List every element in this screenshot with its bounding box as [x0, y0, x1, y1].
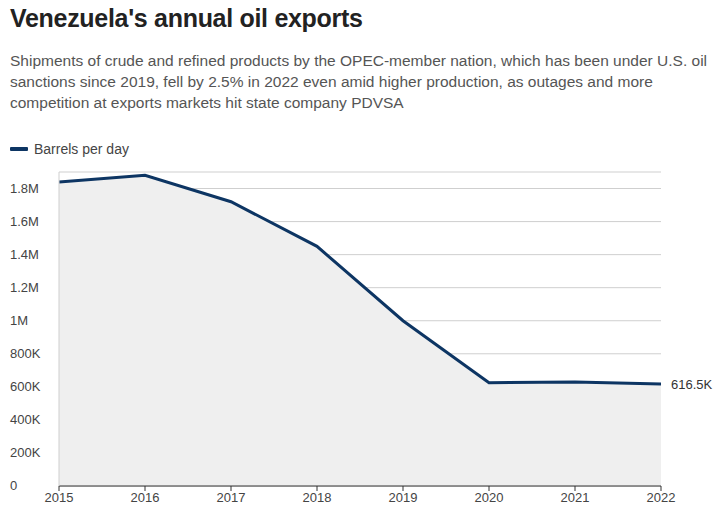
svg-text:2018: 2018: [303, 490, 332, 505]
svg-text:200K: 200K: [10, 445, 41, 460]
svg-text:1.6M: 1.6M: [10, 214, 39, 229]
svg-text:2017: 2017: [217, 490, 246, 505]
html-text:Barrels per day: Barrels per day: [34, 141, 129, 157]
html-text:Shipments of crude and refined: Shipments of crude and refined products …: [10, 52, 707, 111]
svg-text:600K: 600K: [10, 379, 41, 394]
svg-text:1.2M: 1.2M: [10, 280, 39, 295]
svg-text:2021: 2021: [561, 490, 590, 505]
svg-text:800K: 800K: [10, 346, 41, 361]
svg-text:1.4M: 1.4M: [10, 247, 39, 262]
svg-text:1M: 1M: [10, 313, 28, 328]
svg-text:400K: 400K: [10, 412, 41, 427]
svg-text:0: 0: [10, 478, 17, 493]
svg-text:2016: 2016: [131, 490, 160, 505]
svg-text:2020: 2020: [475, 490, 504, 505]
svg-text:2019: 2019: [389, 490, 418, 505]
svg-text:2015: 2015: [45, 490, 74, 505]
html-text:Venezuela's annual oil exports: Venezuela's annual oil exports: [10, 4, 363, 32]
svg-text:2022: 2022: [647, 490, 676, 505]
svg-text:616.5K: 616.5K: [671, 377, 713, 392]
svg-text:1.8M: 1.8M: [10, 181, 39, 196]
